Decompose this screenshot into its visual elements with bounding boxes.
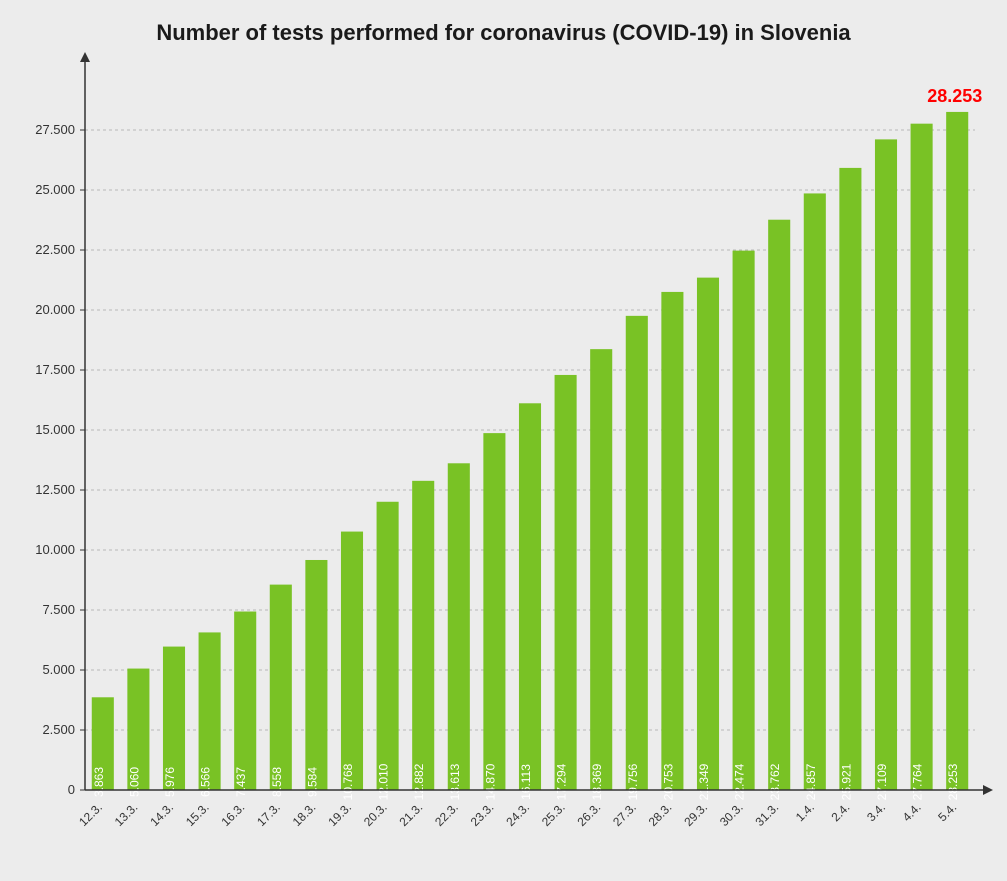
x-tick-label: 3.4. xyxy=(864,800,888,824)
y-axis-arrow xyxy=(80,52,90,62)
x-tick-label: 28.3. xyxy=(646,800,675,829)
x-tick-label: 22.3. xyxy=(432,800,461,829)
x-tick-label: 25.3. xyxy=(539,800,568,829)
y-tick-label: 7.500 xyxy=(42,602,75,617)
bar xyxy=(804,193,826,790)
bar xyxy=(270,585,292,790)
bar-value-label: 17.294 xyxy=(555,763,569,800)
x-tick-label: 23.3. xyxy=(468,800,497,829)
bar xyxy=(519,403,541,790)
bar-value-label: 20.753 xyxy=(661,763,675,800)
y-tick-label: 15.000 xyxy=(35,422,75,437)
x-tick-label: 16.3. xyxy=(219,800,248,829)
bar-value-label: 12.010 xyxy=(377,763,391,800)
bar-value-label: 3.863 xyxy=(92,767,106,797)
bar xyxy=(412,481,434,790)
bar xyxy=(733,251,755,790)
bar-value-label: 19.756 xyxy=(626,763,640,800)
y-tick-label: 27.500 xyxy=(35,122,75,137)
bar xyxy=(483,433,505,790)
bar xyxy=(875,139,897,790)
bar xyxy=(911,124,933,790)
chart-title: Number of tests performed for coronaviru… xyxy=(0,20,1007,46)
bar xyxy=(946,112,968,790)
bar-value-label: 24.857 xyxy=(804,763,818,800)
x-tick-label: 17.3. xyxy=(254,800,283,829)
x-tick-label: 20.3. xyxy=(361,800,390,829)
y-tick-label: 0 xyxy=(68,782,75,797)
bar-value-label: 14.870 xyxy=(483,763,497,800)
x-tick-label: 2.4. xyxy=(828,800,852,824)
x-tick-label: 15.3. xyxy=(183,800,212,829)
bar-value-label: 5.060 xyxy=(127,767,141,797)
x-tick-label: 31.3. xyxy=(753,800,782,829)
bar xyxy=(661,292,683,790)
bar-value-label: 12.882 xyxy=(412,763,426,800)
bar-value-label: 6.566 xyxy=(199,767,213,797)
bar xyxy=(305,560,327,790)
bar-value-label: 27.109 xyxy=(875,763,889,800)
x-tick-label: 19.3. xyxy=(325,800,354,829)
chart-area: 02.5005.0007.50010.00012.50015.00017.500… xyxy=(85,70,975,790)
bar-value-label: 25.921 xyxy=(839,763,853,800)
bar xyxy=(590,349,612,790)
bar-value-label: 10.768 xyxy=(341,763,355,800)
y-tick-label: 25.000 xyxy=(35,182,75,197)
chart-svg: 02.5005.0007.50010.00012.50015.00017.500… xyxy=(85,70,975,790)
bar-value-label: 21.349 xyxy=(697,763,711,800)
x-tick-label: 4.4. xyxy=(900,800,924,824)
y-tick-label: 2.500 xyxy=(42,722,75,737)
bar xyxy=(199,632,221,790)
bar xyxy=(768,220,790,790)
bar-value-label: 23.762 xyxy=(768,763,782,800)
x-tick-label: 29.3. xyxy=(681,800,710,829)
y-tick-label: 22.500 xyxy=(35,242,75,257)
x-tick-label: 18.3. xyxy=(290,800,319,829)
x-tick-label: 30.3. xyxy=(717,800,746,829)
bar xyxy=(448,463,470,790)
x-tick-label: 24.3. xyxy=(503,800,532,829)
bar-value-label: 8.558 xyxy=(270,767,284,797)
x-tick-label: 21.3. xyxy=(397,800,426,829)
bar-value-label: 28.253 xyxy=(946,763,960,800)
bar-value-label: 16.113 xyxy=(519,764,533,800)
bar-value-label: 5.976 xyxy=(163,767,177,797)
x-tick-label: 5.4. xyxy=(935,800,959,824)
bar-value-label: 9.584 xyxy=(305,767,319,797)
x-tick-label: 1.4. xyxy=(793,800,817,824)
y-tick-label: 12.500 xyxy=(35,482,75,497)
bar xyxy=(555,375,577,790)
bar-value-label: 13.613 xyxy=(448,763,462,800)
x-tick-label: 26.3. xyxy=(575,800,604,829)
x-axis-arrow xyxy=(983,785,993,795)
y-tick-label: 10.000 xyxy=(35,542,75,557)
x-tick-label: 12.3. xyxy=(76,800,105,829)
bar xyxy=(697,278,719,790)
x-tick-label: 27.3. xyxy=(610,800,639,829)
y-tick-label: 17.500 xyxy=(35,362,75,377)
bar xyxy=(377,502,399,790)
bar xyxy=(626,316,648,790)
bar-value-label: 27.764 xyxy=(911,763,925,800)
bar xyxy=(234,612,256,790)
bar-value-label: 22.474 xyxy=(733,763,747,800)
bar-value-label: 18.369 xyxy=(590,763,604,800)
bar xyxy=(839,168,861,790)
bar xyxy=(341,532,363,790)
bar-value-label: 7.437 xyxy=(234,767,248,797)
x-tick-label: 14.3. xyxy=(147,800,176,829)
x-tick-label: 13.3. xyxy=(112,800,141,829)
y-tick-label: 5.000 xyxy=(42,662,75,677)
y-tick-label: 20.000 xyxy=(35,302,75,317)
